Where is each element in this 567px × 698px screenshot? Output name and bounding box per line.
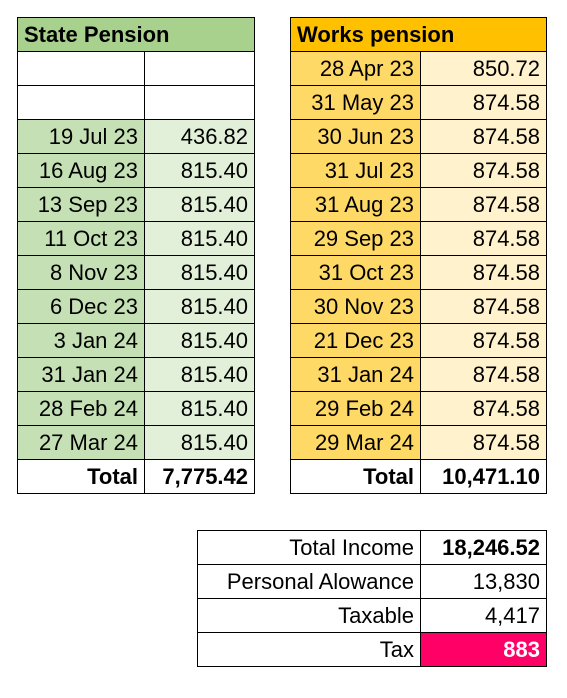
works-pension-date-cell[interactable]: 29 Feb 24	[290, 391, 421, 426]
state-pension-amount-cell[interactable]: 815.40	[143, 221, 256, 256]
works-pension-amount-cell[interactable]: 874.58	[419, 357, 548, 392]
state-pension-row: 8 Nov 23 815.40	[17, 255, 256, 290]
taxable-value[interactable]: 4,417	[420, 598, 547, 633]
state-pension-amount-cell[interactable]: 815.40	[143, 255, 256, 290]
personal-allowance-row: Personal Alowance 13,830	[197, 564, 547, 599]
works-pension-row: 29 Feb 24 874.58	[290, 391, 548, 426]
works-pension-total-value[interactable]: 10,471.10	[419, 459, 548, 494]
tax-label[interactable]: Tax	[197, 632, 421, 667]
state-pension-date-cell[interactable]: 11 Oct 23	[17, 221, 145, 256]
state-pension-row: 27 Mar 24 815.40	[17, 425, 256, 460]
state-pension-row: 11 Oct 23 815.40	[17, 221, 256, 256]
works-pension-date-cell[interactable]: 30 Nov 23	[290, 289, 421, 324]
state-pension-amount-cell[interactable]: 815.40	[143, 323, 256, 358]
state-pension-amount-cell[interactable]: 815.40	[143, 357, 256, 392]
works-pension-amount-cell[interactable]: 874.58	[419, 221, 548, 256]
state-pension-date-cell[interactable]: 31 Jan 24	[17, 357, 145, 392]
state-pension-row: 6 Dec 23 815.40	[17, 289, 256, 324]
state-pension-row	[17, 51, 256, 86]
state-pension-total-value[interactable]: 7,775.42	[143, 459, 256, 494]
works-pension-row: 31 Jul 23 874.58	[290, 153, 548, 188]
works-pension-date-cell[interactable]: 29 Sep 23	[290, 221, 421, 256]
works-pension-amount-cell[interactable]: 874.58	[419, 323, 548, 358]
state-pension-row	[17, 85, 256, 120]
tax-row: Tax 883	[197, 632, 547, 667]
state-pension-amount-cell[interactable]: 815.40	[143, 187, 256, 222]
works-pension-amount-cell[interactable]: 874.58	[419, 289, 548, 324]
works-pension-amount-cell[interactable]: 874.58	[419, 119, 548, 154]
works-pension-row: 31 Jan 24 874.58	[290, 357, 548, 392]
works-pension-date-cell[interactable]: 21 Dec 23	[290, 323, 421, 358]
works-pension-row: 31 May 23 874.58	[290, 85, 548, 120]
total-income-label[interactable]: Total Income	[197, 530, 421, 565]
works-pension-amount-cell[interactable]: 874.58	[419, 425, 548, 460]
works-pension-amount-cell[interactable]: 874.58	[419, 391, 548, 426]
works-pension-date-cell[interactable]: 29 Mar 24	[290, 425, 421, 460]
state-pension-amount-cell[interactable]: 436.82	[143, 119, 256, 154]
personal-allowance-value[interactable]: 13,830	[420, 564, 547, 599]
works-pension-row: 31 Aug 23 874.58	[290, 187, 548, 222]
tax-value[interactable]: 883	[420, 632, 547, 667]
works-pension-date-cell[interactable]: 31 May 23	[290, 85, 421, 120]
works-pension-table: Works pension 28 Apr 23 850.72 31 May 23 87…	[289, 17, 548, 494]
total-income-row: Total Income 18,246.52	[197, 530, 547, 565]
state-pension-header-row: State Pension	[16, 17, 256, 52]
state-pension-amount-cell[interactable]: 815.40	[143, 289, 256, 324]
works-pension-header-row: Works pension	[289, 17, 548, 52]
state-pension-row: 31 Jan 24 815.40	[17, 357, 256, 392]
state-pension-date-cell[interactable]: 16 Aug 23	[17, 153, 145, 188]
state-pension-date-cell[interactable]: 28 Feb 24	[17, 391, 145, 426]
summary-table: Total Income 18,246.52 Personal Alowance…	[197, 530, 547, 667]
works-pension-total-label[interactable]: Total	[290, 459, 421, 494]
works-pension-row: 31 Oct 23 874.58	[290, 255, 548, 290]
state-pension-amount-cell[interactable]: 815.40	[143, 391, 256, 426]
total-income-value[interactable]: 18,246.52	[420, 530, 547, 565]
state-pension-date-cell[interactable]: 3 Jan 24	[17, 323, 145, 358]
taxable-row: Taxable 4,417	[197, 598, 547, 633]
state-pension-date-cell[interactable]: 6 Dec 23	[17, 289, 145, 324]
works-pension-amount-cell[interactable]: 874.58	[419, 187, 548, 222]
taxable-label[interactable]: Taxable	[197, 598, 421, 633]
works-pension-amount-cell[interactable]: 850.72	[419, 51, 548, 86]
works-pension-date-cell[interactable]: 31 Jul 23	[290, 153, 421, 188]
state-pension-table: State Pension 19 Jul 23 436.82 16 Aug 23 81…	[16, 17, 256, 494]
works-pension-date-cell[interactable]: 31 Aug 23	[290, 187, 421, 222]
state-pension-row: 13 Sep 23 815.40	[17, 187, 256, 222]
works-pension-row: 30 Jun 23 874.58	[290, 119, 548, 154]
works-pension-date-cell[interactable]: 31 Jan 24	[290, 357, 421, 392]
state-pension-date-cell[interactable]: 19 Jul 23	[17, 119, 145, 154]
personal-allowance-label[interactable]: Personal Alowance	[197, 564, 421, 599]
works-pension-date-cell[interactable]: 28 Apr 23	[290, 51, 421, 86]
works-pension-date-cell[interactable]: 31 Oct 23	[290, 255, 421, 290]
state-pension-row: 3 Jan 24 815.40	[17, 323, 256, 358]
state-pension-date-cell[interactable]	[17, 51, 145, 86]
state-pension-date-cell[interactable]	[17, 85, 145, 120]
works-pension-row: 30 Nov 23 874.58	[290, 289, 548, 324]
state-pension-total-row: Total 7,775.42	[17, 459, 256, 494]
works-pension-amount-cell[interactable]: 874.58	[419, 85, 548, 120]
state-pension-title[interactable]: State Pension	[16, 17, 256, 52]
works-pension-title[interactable]: Works pension	[289, 17, 548, 52]
works-pension-row: 29 Mar 24 874.58	[290, 425, 548, 460]
state-pension-amount-cell[interactable]	[143, 85, 256, 120]
state-pension-row: 19 Jul 23 436.82	[17, 119, 256, 154]
state-pension-date-cell[interactable]: 13 Sep 23	[17, 187, 145, 222]
works-pension-row: 29 Sep 23 874.58	[290, 221, 548, 256]
state-pension-row: 16 Aug 23 815.40	[17, 153, 256, 188]
state-pension-amount-cell[interactable]	[143, 51, 256, 86]
works-pension-amount-cell[interactable]: 874.58	[419, 255, 548, 290]
state-pension-total-label[interactable]: Total	[17, 459, 145, 494]
state-pension-date-cell[interactable]: 27 Mar 24	[17, 425, 145, 460]
works-pension-total-row: Total 10,471.10	[290, 459, 548, 494]
state-pension-row: 28 Feb 24 815.40	[17, 391, 256, 426]
works-pension-amount-cell[interactable]: 874.58	[419, 153, 548, 188]
works-pension-date-cell[interactable]: 30 Jun 23	[290, 119, 421, 154]
state-pension-amount-cell[interactable]: 815.40	[143, 153, 256, 188]
works-pension-row: 28 Apr 23 850.72	[290, 51, 548, 86]
state-pension-amount-cell[interactable]: 815.40	[143, 425, 256, 460]
works-pension-row: 21 Dec 23 874.58	[290, 323, 548, 358]
state-pension-date-cell[interactable]: 8 Nov 23	[17, 255, 145, 290]
